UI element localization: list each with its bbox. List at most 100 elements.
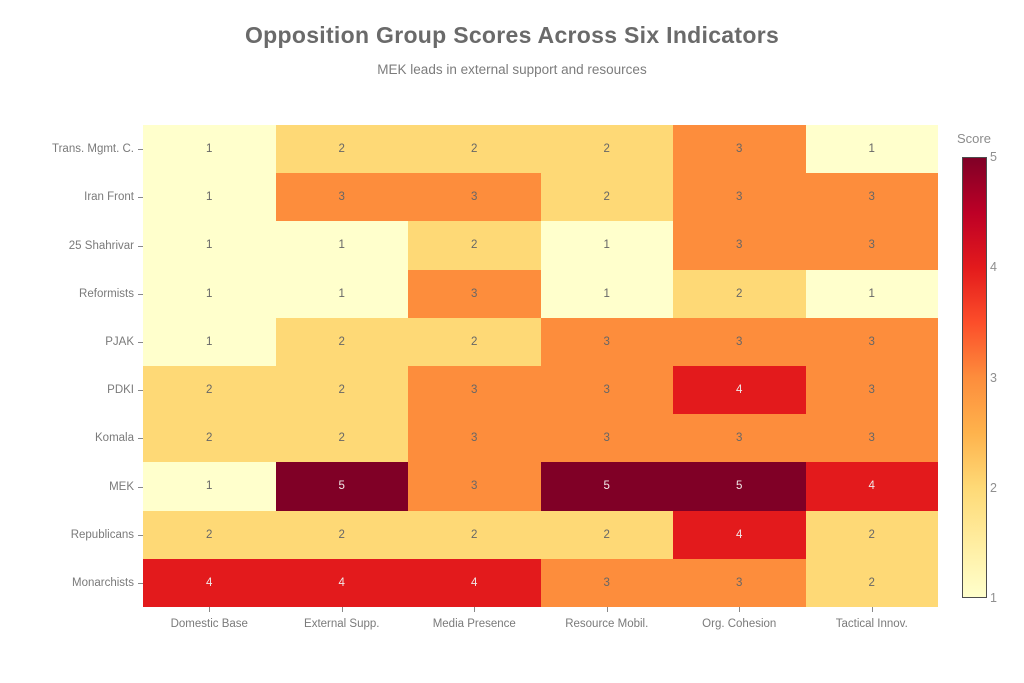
colorbar-tick-label: 5 [990,150,997,164]
x-tick-mark [871,607,873,612]
heatmap-cell: 1 [143,317,276,366]
chart-title: Opposition Group Scores Across Six Indic… [244,22,780,48]
heatmap-cell: 3 [673,558,806,607]
heatmap-cell: 2 [275,317,408,366]
heatmap-cell: 1 [540,221,673,270]
heatmap-cell: 1 [143,269,276,318]
y-tick-label: PDKI [107,384,134,397]
heatmap-cell: 3 [408,366,541,415]
heatmap-cell: 3 [540,558,673,607]
heatmap-cell: 2 [805,558,938,607]
heatmap-cell: 5 [275,462,408,511]
heatmap-cell: 1 [805,125,938,174]
colorbar [962,157,987,598]
heatmap-cell: 4 [143,558,276,607]
x-tick-mark [209,607,211,612]
heatmap-cell: 2 [143,366,276,415]
x-tick-mark [341,607,343,612]
heatmap-cell: 3 [805,317,938,366]
heatmap-cell: 4 [805,462,938,511]
y-tick-mark [138,293,143,295]
heatmap-cell: 3 [673,173,806,222]
heatmap-cell: 3 [540,414,673,463]
x-tick-mark [474,607,476,612]
heatmap-cell: 3 [673,221,806,270]
heatmap-cell: 3 [540,317,673,366]
heatmap-cell: 1 [143,173,276,222]
heatmap-cell: 1 [805,269,938,318]
y-tick-mark [138,486,143,488]
heatmap-cell: 2 [673,269,806,318]
y-tick-mark [138,534,143,536]
x-tick-label: Domestic Base [170,618,248,630]
heatmap-cell: 2 [275,125,408,174]
heatmap-cell: 3 [805,366,938,415]
heatmap-cell: 4 [275,558,408,607]
y-tick-mark [138,582,143,584]
heatmap-cell: 3 [805,173,938,222]
y-tick-label: MEK [109,480,134,493]
heatmap-cell: 2 [540,173,673,222]
colorbar-title: Score [957,131,991,146]
heatmap-cell: 3 [275,173,408,222]
y-tick-mark [138,341,143,343]
heatmap-cell: 1 [143,221,276,270]
heatmap-cell: 3 [673,317,806,366]
colorbar-tick-label: 3 [990,370,997,385]
x-tick-label: Resource Mobil. [565,618,649,630]
x-tick-label: Media Presence [432,618,516,630]
heatmap-cell: 1 [143,462,276,511]
heatmap-cell: 2 [805,510,938,559]
heatmap-cell: 2 [275,366,408,415]
heatmap-cell: 2 [540,125,673,174]
y-tick-label: Monarchists [72,576,134,589]
y-tick-mark [138,245,143,247]
x-axis: Domestic Base External Supp. Media Presenc… [143,607,938,647]
heatmap-cell: 3 [805,221,938,270]
heatmap-cell: 2 [408,510,541,559]
heatmap-cell: 5 [673,462,806,511]
heatmap-cell: 3 [540,366,673,415]
heatmap-cell: 3 [673,414,806,463]
heatmap-cell: 1 [275,269,408,318]
heatmap-cell: 3 [408,269,541,318]
x-tick-mark [739,607,741,612]
heatmap-cell: 1 [540,269,673,318]
x-tick-label: Org. Cohesion [702,618,777,630]
y-tick-label: Komala [95,432,134,445]
colorbar-tick-label: 4 [990,260,997,275]
colorbar-ticks: 1 2 3 4 5 [990,150,1020,605]
heatmap-cell: 4 [408,558,541,607]
heatmap-cell: 2 [540,510,673,559]
colorbar-tick-label: 1 [990,591,997,605]
y-tick-label: PJAK [105,335,134,348]
chart-subtitle: MEK leads in external support and resour… [377,62,647,77]
heatmap-cell: 2 [275,414,408,463]
heatmap-cell: 4 [673,510,806,559]
heatmap-cell: 3 [805,414,938,463]
x-tick-label: Tactical Innov. [835,618,908,630]
y-axis: Trans. Mgmt. C. Iran Front 25 Shahrivar Ref… [0,125,143,607]
heatmap-cell: 2 [408,317,541,366]
y-tick-mark [138,390,143,392]
colorbar-tick-label: 2 [990,480,997,495]
y-tick-label: 25 Shahrivar [68,239,134,252]
y-tick-mark [138,149,143,151]
heatmap-cell: 2 [408,125,541,174]
heatmap-cell: 5 [540,462,673,511]
heatmap-cell: 4 [673,366,806,415]
y-tick-label: Reformists [79,287,134,300]
x-tick-label: External Supp. [304,618,380,630]
heatmap-cell: 2 [408,221,541,270]
y-tick-label: Trans. Mgmt. C. [52,143,134,156]
y-tick-mark [138,438,143,440]
y-tick-label: Republicans [70,528,134,541]
heatmap-cell: 2 [275,510,408,559]
heatmap-cell: 2 [143,414,276,463]
heatmap-cell: 2 [143,510,276,559]
heatmap-cell: 3 [408,173,541,222]
heatmap-cell: 3 [673,125,806,174]
y-tick-label: Iran Front [84,191,134,204]
x-tick-mark [606,607,608,612]
